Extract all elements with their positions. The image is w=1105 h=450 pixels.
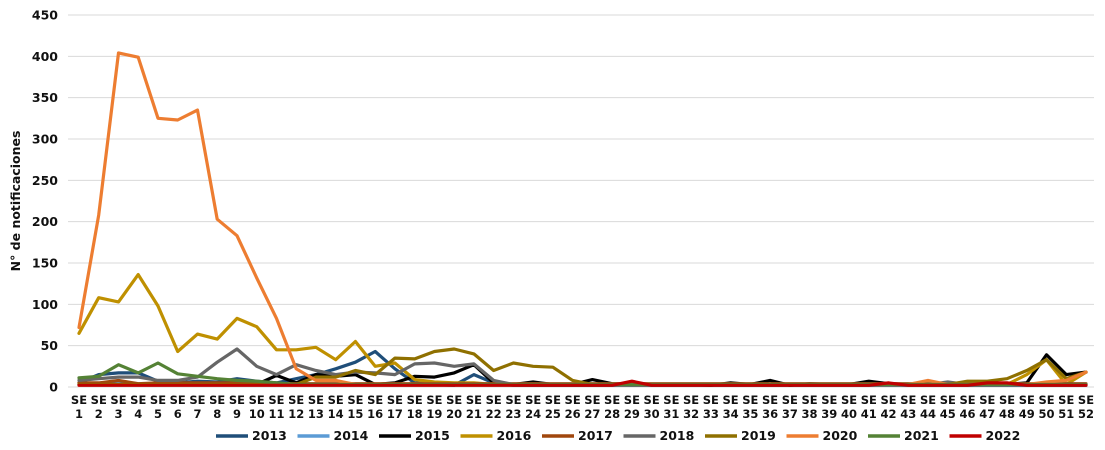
- legend-item-2018: 2018: [623, 428, 695, 443]
- y-axis-ticks: 0 50 100 150 200 250 300 350 400 450: [32, 8, 58, 395]
- x-tick-label: SE 6: [170, 393, 186, 421]
- legend-label: 2021: [904, 428, 939, 443]
- x-tick-label: SE 45: [940, 393, 956, 421]
- x-tick-label: SE 49: [1019, 393, 1035, 421]
- x-tick-label: SE 52: [1078, 393, 1094, 421]
- legend-item-2020: 2020: [786, 428, 858, 443]
- x-tick-label: SE 29: [624, 393, 640, 421]
- legend-label: 2015: [415, 428, 450, 443]
- x-tick-label: SE 21: [466, 393, 482, 421]
- x-tick-label: SE 39: [821, 393, 837, 421]
- x-tick-label: SE 43: [900, 393, 916, 421]
- x-tick-label: SE 16: [367, 393, 383, 421]
- x-tick-label: SE 7: [189, 393, 205, 421]
- legend-label: 2014: [334, 428, 369, 443]
- series-lines: [77, 51, 1088, 387]
- x-tick-label: SE 22: [486, 393, 502, 421]
- x-tick-label: SE 41: [861, 393, 877, 421]
- x-tick-label: SE 1: [71, 393, 87, 421]
- x-tick-label: SE 9: [229, 393, 245, 421]
- y-axis-title: N° de notificaciones: [8, 131, 23, 272]
- x-tick-label: SE 17: [387, 393, 403, 421]
- legend-item-2016: 2016: [460, 428, 532, 443]
- legend-label: 2020: [823, 428, 858, 443]
- x-tick-label: SE 27: [584, 393, 600, 421]
- gridlines: [68, 14, 1094, 388]
- x-tick-label: SE 48: [999, 393, 1015, 421]
- x-tick-label: SE 42: [880, 393, 896, 421]
- x-tick-label: SE 40: [841, 393, 857, 421]
- x-tick-label: SE 23: [505, 393, 521, 421]
- x-tick-label: SE 15: [347, 393, 363, 421]
- y-tick-label: 450: [32, 8, 58, 23]
- x-tick-label: SE 2: [91, 393, 107, 421]
- x-tick-label: SE 31: [663, 393, 679, 421]
- x-tick-label: SE 11: [268, 393, 284, 421]
- x-tick-label: SE 32: [683, 393, 699, 421]
- legend-item-2015: 2015: [379, 428, 450, 443]
- x-tick-label: SE 12: [288, 393, 304, 421]
- legend-label: 2016: [497, 428, 532, 443]
- legend-label: 2018: [660, 428, 695, 443]
- y-tick-label: 100: [32, 297, 58, 312]
- y-tick-label: 50: [41, 338, 59, 353]
- y-tick-label: 200: [32, 214, 58, 229]
- legend-label: 2019: [741, 428, 776, 443]
- series-line-2016: [77, 273, 1088, 387]
- legend-label: 2022: [986, 428, 1021, 443]
- x-tick-label: SE 10: [249, 393, 265, 421]
- y-tick-label: 0: [49, 380, 58, 395]
- legend-item-2021: 2021: [868, 428, 939, 443]
- y-tick-label: 250: [32, 173, 58, 188]
- series-line-2020: [77, 51, 1088, 387]
- x-tick-label: SE 36: [762, 393, 778, 421]
- x-tick-label: SE 35: [742, 393, 758, 421]
- x-tick-label: SE 47: [979, 393, 995, 421]
- y-tick-label: 350: [32, 90, 58, 105]
- y-tick-label: 150: [32, 256, 58, 271]
- legend-item-2022: 2022: [949, 428, 1021, 443]
- x-tick-label: SE 25: [545, 393, 561, 421]
- x-tick-label: SE 18: [407, 393, 423, 421]
- x-tick-label: SE 5: [150, 393, 166, 421]
- legend-label: 2013: [252, 428, 287, 443]
- x-tick-label: SE 28: [604, 393, 620, 421]
- x-tick-label: SE 26: [565, 393, 581, 421]
- legend-item-2013: 2013: [216, 428, 287, 443]
- x-tick-label: SE 34: [723, 393, 739, 421]
- x-tick-label: SE 13: [308, 393, 324, 421]
- x-tick-label: SE 37: [782, 393, 798, 421]
- x-tick-label: SE 50: [1038, 393, 1054, 421]
- x-tick-label: SE 33: [703, 393, 719, 421]
- x-tick-label: SE 46: [959, 393, 975, 421]
- series-line-2022: [77, 379, 1088, 387]
- x-tick-label: SE 51: [1058, 393, 1074, 421]
- x-tick-label: SE 30: [644, 393, 660, 421]
- x-tick-label: SE 8: [209, 393, 225, 421]
- x-tick-label: SE 19: [426, 393, 442, 421]
- legend-item-2019: 2019: [705, 428, 776, 443]
- legend-item-2014: 2014: [297, 428, 369, 443]
- x-tick-label: SE 14: [328, 393, 344, 421]
- y-tick-label: 300: [32, 132, 58, 147]
- y-tick-label: 400: [32, 49, 58, 64]
- x-tick-label: SE 20: [446, 393, 462, 421]
- legend: 2013 2014 2015 2016 2017 2018 2019 2020 2021 2022: [216, 428, 1020, 443]
- x-tick-label: SE 44: [920, 393, 936, 421]
- x-tick-label: SE 3: [110, 393, 126, 421]
- x-tick-label: SE 38: [801, 393, 817, 421]
- x-tick-label: SE 24: [525, 393, 541, 421]
- legend-item-2017: 2017: [542, 428, 613, 443]
- legend-label: 2017: [578, 428, 613, 443]
- x-tick-label: SE 4: [130, 393, 146, 421]
